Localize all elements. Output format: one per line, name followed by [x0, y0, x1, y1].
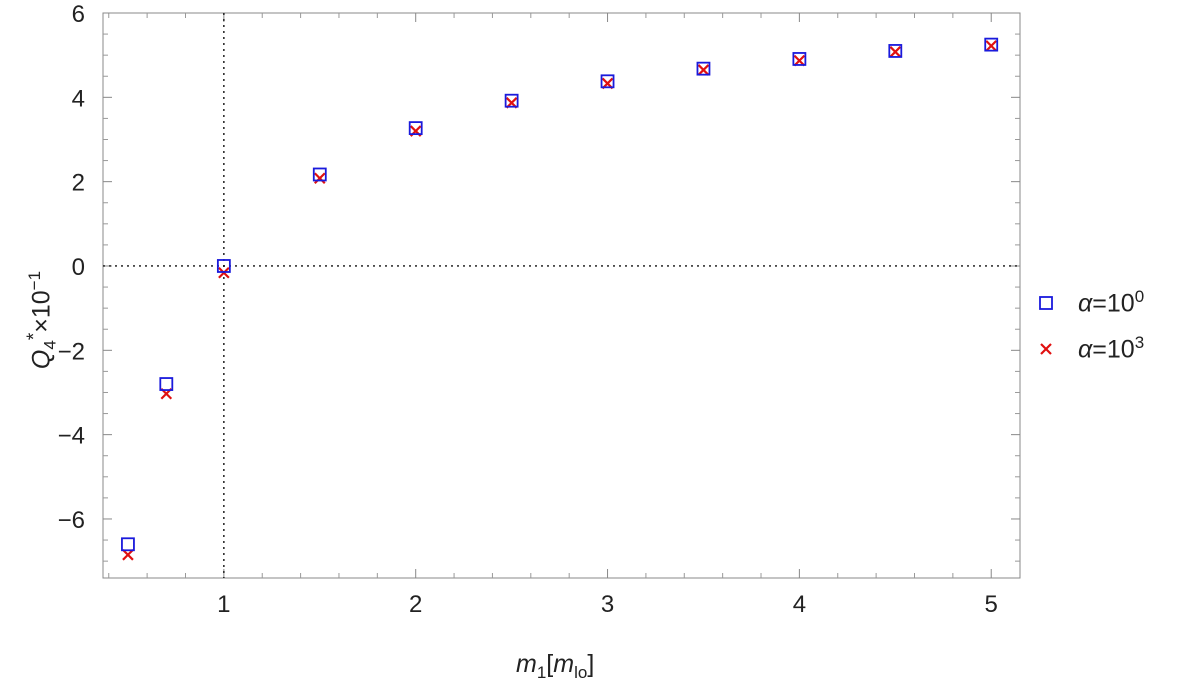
y-tick-label: −4	[58, 423, 85, 450]
data-point-square	[984, 37, 999, 52]
data-point-square	[888, 44, 903, 58]
data-point-square	[121, 537, 135, 552]
y-tick-label: 2	[72, 170, 85, 197]
legend: α=100 α=103	[1032, 280, 1144, 372]
y-tick-label: 4	[72, 85, 85, 112]
data-point-square	[792, 52, 807, 66]
data-point-x	[697, 64, 710, 76]
square-marker-icon	[1039, 296, 1053, 310]
x-tick-label: 5	[985, 591, 998, 618]
data-point-square	[312, 167, 327, 182]
data-point-x	[793, 54, 806, 67]
x-tick-label: 4	[793, 591, 806, 618]
data-point-square	[408, 121, 423, 136]
data-point-square	[159, 377, 174, 391]
legend-item-alpha-1e0: α=100	[1032, 280, 1144, 326]
legend-item-alpha-1e3: α=103	[1032, 326, 1144, 372]
data-point-x	[314, 172, 326, 185]
x-marker-icon	[1040, 343, 1052, 355]
x-tick-label: 3	[601, 591, 614, 618]
y-axis-label: Q4*×10−1	[24, 270, 60, 370]
y-tick-label: 0	[72, 254, 85, 281]
y-tick-label: −2	[58, 338, 85, 365]
data-point-square	[216, 259, 231, 273]
y-tick-label: 6	[72, 1, 85, 28]
x-tick-label: 2	[409, 591, 422, 618]
data-point-x	[122, 549, 134, 561]
data-point-x	[889, 46, 902, 58]
data-point-square	[600, 74, 615, 89]
y-tick-label: −6	[58, 507, 85, 534]
x-tick-label: 1	[217, 591, 230, 618]
data-point-square	[696, 61, 711, 76]
data-point-x	[985, 40, 998, 52]
data-point-square	[504, 93, 519, 108]
plot-frame	[102, 12, 1021, 579]
legend-label: α=100	[1078, 287, 1145, 318]
x-axis-label: m1[mlo]	[516, 650, 595, 682]
legend-label: α=103	[1078, 333, 1145, 364]
